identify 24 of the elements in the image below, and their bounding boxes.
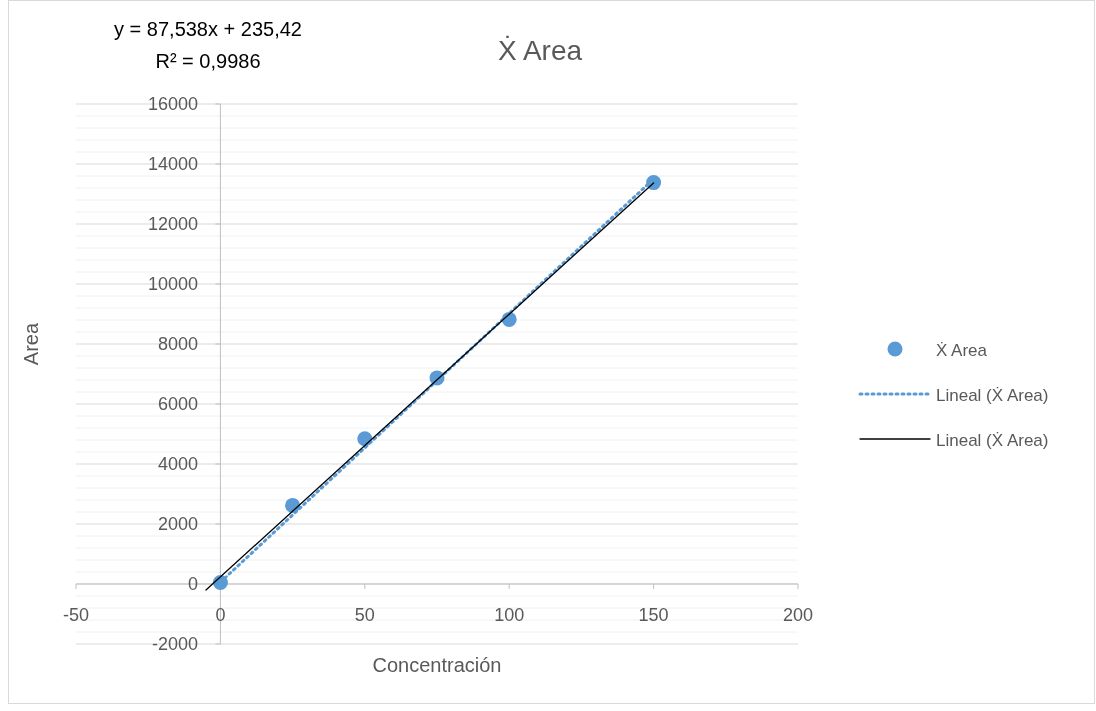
legend-label: Ẋ Area: [936, 341, 988, 360]
y-tick-label: 16000: [147, 94, 198, 114]
x-tick-label: 200: [782, 605, 814, 625]
y-tick-label: -2000: [151, 634, 198, 654]
y-tick-label: 6000: [157, 394, 198, 414]
x-tick-label: 150: [638, 605, 669, 625]
legend-label: Lineal (Ẋ Area): [936, 386, 1049, 405]
text: y = 87,538x + 235,42: [114, 18, 302, 40]
x-tick-label: 50: [354, 605, 375, 625]
text: R² = 0,9986: [155, 50, 261, 72]
x-axis-title: Concentración: [372, 654, 502, 676]
legend-label: Lineal (Ẋ Area): [936, 431, 1049, 450]
y-axis-title: Area: [20, 322, 42, 366]
y-tick-label: 2000: [157, 514, 198, 534]
x-tick-label: 0: [215, 605, 226, 625]
y-tick-label: 8000: [157, 334, 198, 354]
x-tick-label: -50: [62, 605, 90, 625]
x-tick-label: 100: [494, 605, 525, 625]
y-tick-label: 4000: [157, 454, 198, 474]
y-tick-label: 10000: [147, 274, 198, 294]
chart-title: Ẋ Area: [497, 35, 583, 66]
y-tick-label: 14000: [147, 154, 198, 174]
y-tick-label: 0: [187, 574, 198, 594]
y-tick-label: 12000: [147, 214, 198, 234]
